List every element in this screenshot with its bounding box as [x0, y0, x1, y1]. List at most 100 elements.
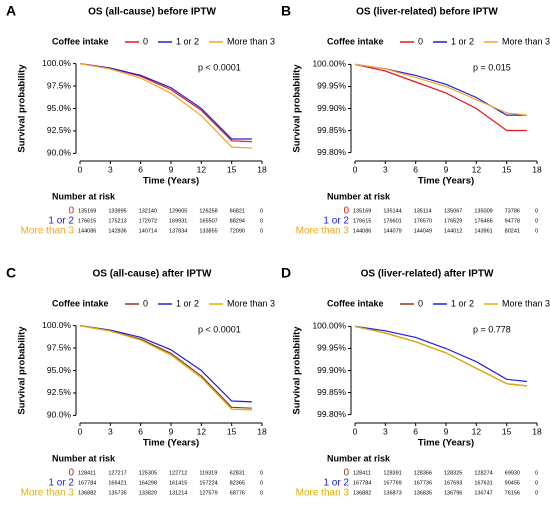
y-tick-label: 95.0%	[47, 365, 72, 375]
legend-label: More than 3	[227, 36, 275, 46]
y-tick-label: 95.0%	[47, 103, 72, 113]
risk-count: 161415	[169, 480, 187, 486]
x-tick-label: 18	[532, 426, 542, 436]
risk-count: 80241	[505, 228, 520, 234]
risk-count: 0	[260, 218, 263, 224]
legend-label: 0	[418, 36, 423, 46]
risk-row-label: 1 or 2	[323, 478, 349, 489]
risk-table-title: Number at risk	[327, 191, 391, 201]
x-tick-label: 15	[502, 426, 512, 436]
risk-count: 119319	[199, 470, 217, 476]
risk-count: 136835	[414, 490, 432, 496]
survival-curve	[354, 63, 527, 116]
risk-count: 176615	[78, 218, 96, 224]
x-tick-label: 9	[169, 426, 174, 436]
risk-row-label: More than 3	[296, 488, 350, 499]
risk-count: 128411	[353, 470, 371, 476]
x-tick-label: 6	[138, 164, 143, 174]
risk-count: 144012	[444, 228, 462, 234]
x-tick-label: 12	[197, 164, 207, 174]
x-tick-label: 9	[169, 164, 174, 174]
x-tick-label: 3	[108, 426, 113, 436]
legend-label: 0	[143, 298, 148, 308]
risk-count: 128366	[414, 470, 432, 476]
legend-label: More than 3	[502, 36, 550, 46]
risk-count: 72090	[230, 228, 245, 234]
risk-row-label: More than 3	[21, 488, 75, 499]
y-tick-label: 92.5%	[47, 387, 72, 397]
x-axis-label: Time (Years)	[143, 438, 199, 449]
risk-count: 133995	[108, 208, 126, 214]
risk-count: 136882	[78, 490, 96, 496]
risk-count: 144079	[383, 228, 401, 234]
x-tick-label: 0	[78, 426, 83, 436]
annotation: p < 0.0001	[198, 62, 241, 72]
survival-curve	[79, 325, 252, 411]
x-tick-label: 12	[472, 426, 482, 436]
legend-label: 0	[418, 298, 423, 308]
risk-count: 82365	[230, 480, 245, 486]
risk-count: 126258	[199, 208, 217, 214]
risk-count: 0	[535, 228, 538, 234]
risk-count: 127217	[108, 470, 126, 476]
risk-count: 135067	[444, 208, 462, 214]
y-axis-label: Survival probability	[17, 326, 28, 415]
risk-row-label: More than 3	[296, 226, 350, 237]
survival-curve	[79, 325, 252, 403]
x-tick-label: 6	[413, 164, 418, 174]
risk-row-label: More than 3	[21, 226, 75, 237]
legend-title: Coffee intake	[327, 36, 384, 46]
x-tick-label: 18	[257, 426, 267, 436]
risk-count: 128274	[474, 470, 492, 476]
risk-count: 0	[260, 228, 263, 234]
legend-label: More than 3	[227, 298, 275, 308]
risk-count: 167693	[444, 480, 462, 486]
risk-count: 164298	[139, 480, 157, 486]
survival-curve	[354, 325, 527, 387]
y-tick-label: 99.90%	[317, 365, 346, 375]
risk-count: 175213	[108, 218, 126, 224]
survival-curve	[354, 63, 527, 132]
risk-count: 176466	[474, 218, 492, 224]
risk-count: 132140	[139, 208, 157, 214]
risk-count: 166421	[108, 480, 126, 486]
survival-curve	[354, 325, 527, 383]
legend-label: 1 or 2	[176, 298, 199, 308]
risk-table-title: Number at risk	[52, 453, 116, 463]
risk-count: 167631	[474, 480, 492, 486]
survival-curve	[79, 63, 252, 149]
x-tick-label: 9	[444, 164, 449, 174]
y-tick-label: 99.85%	[317, 125, 346, 135]
risk-count: 0	[535, 470, 538, 476]
risk-count: 94778	[505, 218, 520, 224]
risk-count: 0	[535, 480, 538, 486]
risk-count: 136873	[383, 490, 401, 496]
risk-row-label: 1 or 2	[48, 216, 74, 227]
y-tick-label: 97.5%	[47, 342, 72, 352]
y-tick-label: 100.0%	[42, 320, 71, 330]
chart-title: OS (all-cause) before IPTW	[88, 7, 216, 18]
x-tick-label: 15	[227, 164, 237, 174]
x-tick-label: 18	[257, 164, 267, 174]
y-tick-label: 99.80%	[317, 147, 346, 157]
survival-curve	[79, 63, 252, 143]
risk-count: 62831	[230, 470, 245, 476]
y-tick-label: 99.90%	[317, 103, 346, 113]
risk-count: 69930	[505, 470, 520, 476]
risk-count: 0	[260, 490, 263, 496]
annotation: p = 0.015	[473, 62, 511, 72]
risk-count: 176615	[353, 218, 371, 224]
y-axis-label: Survival probability	[292, 64, 303, 153]
chart-title: OS (liver-related) before IPTW	[356, 7, 498, 18]
legend-label: 1 or 2	[451, 36, 474, 46]
y-axis-label: Survival probability	[292, 326, 303, 415]
x-axis-label: Time (Years)	[418, 176, 474, 187]
risk-table-title: Number at risk	[327, 453, 391, 463]
x-tick-label: 6	[138, 426, 143, 436]
survival-curve	[79, 63, 252, 140]
risk-count: 167769	[383, 480, 401, 486]
risk-count: 90455	[505, 480, 520, 486]
y-tick-label: 90.0%	[47, 148, 72, 158]
legend-label: 0	[143, 36, 148, 46]
